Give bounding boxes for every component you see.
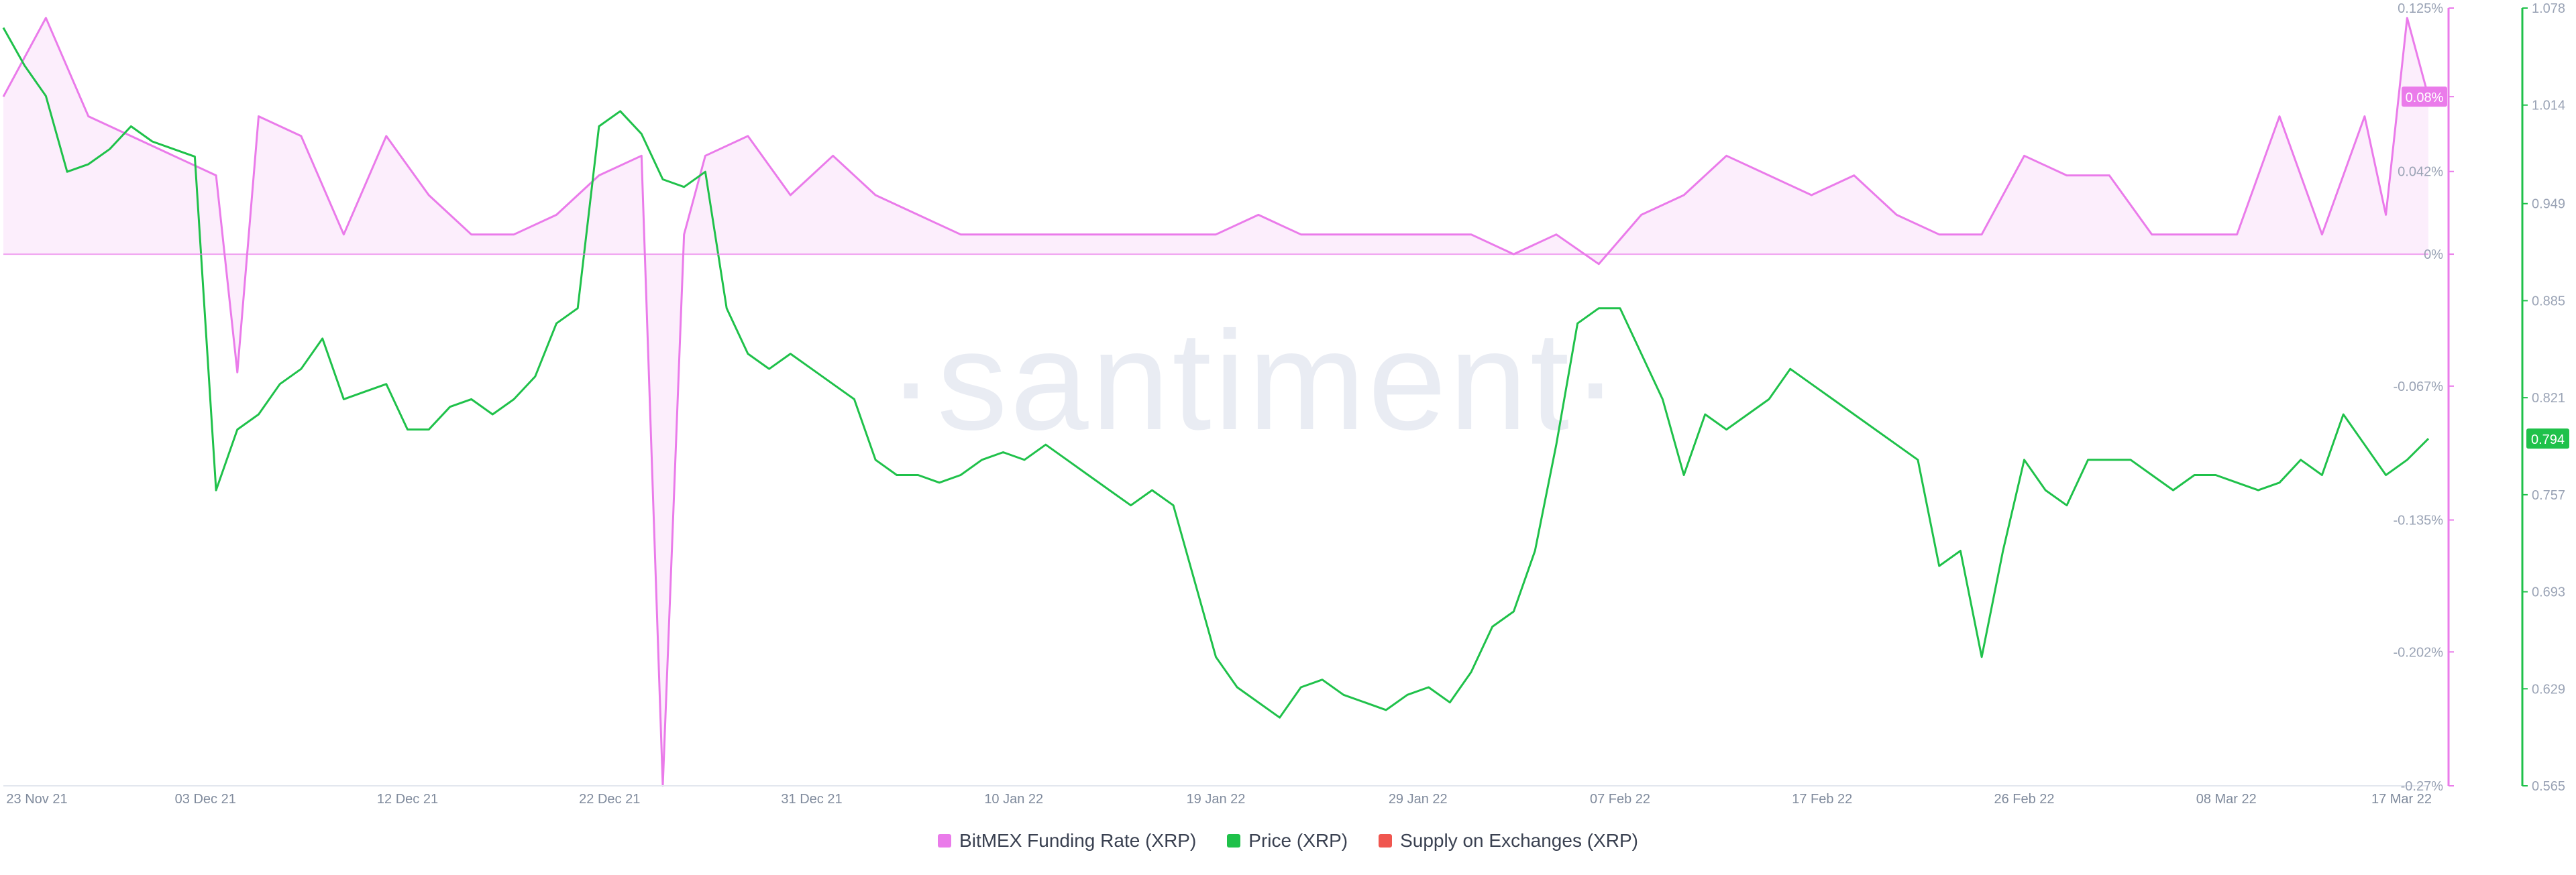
price-tick-label: 0.629	[2532, 682, 2565, 697]
funding-rate-tick-label: -0.202%	[2394, 645, 2444, 660]
price-line	[2, 27, 2430, 719]
x-tick-label: 26 Feb 22	[1994, 792, 2054, 807]
funding-rate-current-badge	[2402, 86, 2447, 107]
price-tick-label: 1.014	[2532, 99, 2565, 113]
x-tick-label: 19 Jan 22	[1187, 792, 1246, 807]
legend-label-price: Price (XRP)	[1248, 830, 1348, 851]
price-tick-label: 0.693	[2532, 585, 2565, 600]
funding-rate-area-layer	[2, 17, 2430, 787]
legend-swatch-supply-on-exchanges	[1379, 834, 1393, 848]
price-tick-label: 0.565	[2532, 779, 2565, 794]
x-axis-ticks: 23 Nov 21 03 Dec 21 12 Dec 21 22 Dec 21 31 D…	[6, 792, 2432, 807]
legend: BitMEX Funding Rate (XRP) Price (XRP) Su…	[0, 830, 2576, 852]
x-tick-label: 17 Feb 22	[1792, 792, 1852, 807]
legend-swatch-price	[1227, 834, 1241, 848]
legend-label-supply-on-exchanges: Supply on Exchanges (XRP)	[1400, 830, 1638, 851]
price-current-value: 0.794	[2531, 432, 2565, 447]
price-axis-ticks: 1.078 1.014 0.949 0.885 0.821 0.757 0.693 0.629…	[2522, 1, 2565, 794]
legend-label-funding-rate: BitMEX Funding Rate (XRP)	[959, 830, 1197, 851]
x-tick-label: 22 Dec 21	[579, 792, 640, 807]
axes-layer	[3, 8, 2524, 786]
funding-rate-tick-label: -0.067%	[2394, 380, 2444, 394]
x-tick-label: 23 Nov 21	[6, 792, 67, 807]
x-tick-label: 31 Dec 21	[781, 792, 842, 807]
price-current-badge	[2526, 428, 2569, 449]
funding-rate-current-value: 0.08%	[2406, 91, 2444, 105]
x-tick-label: 12 Dec 21	[377, 792, 438, 807]
price-tick-label: 0.949	[2532, 197, 2565, 212]
legend-item-supply-on-exchanges[interactable]: Supply on Exchanges (XRP)	[1379, 830, 1638, 852]
x-tick-label: 17 Mar 22	[2371, 792, 2432, 807]
legend-item-funding-rate[interactable]: BitMEX Funding Rate (XRP)	[938, 830, 1196, 852]
price-line-layer	[2, 27, 2430, 719]
x-tick-label: 08 Mar 22	[2196, 792, 2257, 807]
x-tick-label: 10 Jan 22	[984, 792, 1043, 807]
price-tick-label: 0.821	[2532, 391, 2565, 406]
price-tick-label: 0.885	[2532, 294, 2565, 308]
funding-rate-area	[3, 17, 2428, 786]
x-tick-label: 03 Dec 21	[175, 792, 236, 807]
funding-rate-tick-label: 0%	[2424, 247, 2443, 262]
current-value-badges: 0.08% 0.794	[2402, 86, 2569, 449]
funding-rate-line	[2, 17, 2430, 787]
funding-rate-tick-label: 0.125%	[2398, 1, 2443, 16]
x-tick-label: 29 Jan 22	[1389, 792, 1448, 807]
watermark: ·santiment·	[888, 302, 1621, 459]
funding-rate-tick-label: 0.042%	[2398, 165, 2443, 180]
price-tick-label: 0.757	[2532, 488, 2565, 503]
x-tick-label: 07 Feb 22	[1590, 792, 1650, 807]
funding-rate-tick-label: -0.27%	[2401, 779, 2444, 794]
legend-item-price[interactable]: Price (XRP)	[1227, 830, 1348, 852]
legend-swatch-funding-rate	[938, 834, 952, 848]
price-tick-label: 1.078	[2532, 1, 2565, 16]
funding-rate-tick-label: -0.135%	[2394, 514, 2444, 528]
